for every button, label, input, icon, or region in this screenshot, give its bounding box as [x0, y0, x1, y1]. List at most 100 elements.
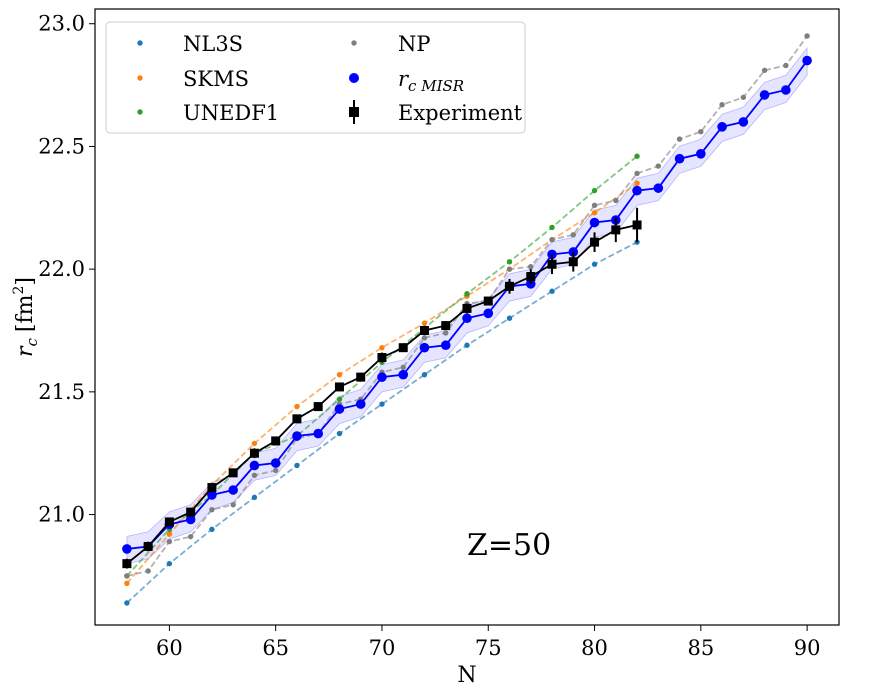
data-point-experiment — [164, 517, 174, 527]
y-tick-label: 21.5 — [38, 380, 85, 404]
data-point-unedf1 — [464, 290, 470, 297]
y-tick-label: 22.0 — [38, 257, 85, 281]
data-point-nl3s — [124, 600, 130, 606]
legend-marker-nl3s — [137, 40, 143, 46]
data-point-np — [570, 232, 576, 238]
data-point-experiment — [568, 257, 578, 267]
data-point-np — [230, 502, 236, 508]
data-point-misr — [355, 399, 366, 409]
data-point-np — [549, 236, 555, 243]
x-tick-label: 60 — [156, 636, 183, 660]
data-point-experiment — [334, 382, 344, 392]
data-point-misr — [462, 313, 472, 324]
data-point-np — [251, 472, 258, 478]
legend-marker-unedf1 — [137, 109, 143, 115]
data-point-experiment — [313, 402, 323, 412]
legend-label-experiment: Experiment — [398, 101, 523, 125]
data-point-nl3s — [166, 560, 173, 567]
data-point-nl3s — [294, 462, 300, 469]
data-point-unedf1 — [549, 224, 555, 231]
data-point-np — [145, 568, 151, 574]
legend-box — [105, 21, 526, 134]
data-point-skms — [124, 580, 130, 586]
data-point-misr — [185, 514, 196, 525]
data-point-skms — [166, 531, 173, 537]
data-point-unedf1 — [506, 259, 513, 265]
data-point-experiment — [143, 541, 153, 551]
data-point-np — [506, 266, 513, 272]
data-point-np — [528, 263, 534, 270]
data-point-misr — [781, 85, 791, 95]
data-point-experiment — [590, 237, 600, 247]
y-tick-label: 23.0 — [38, 12, 85, 36]
data-point-misr — [419, 342, 430, 353]
z-annotation: Z=50 — [467, 528, 551, 563]
legend-label-nl3s: NL3S — [183, 32, 243, 56]
legend-label-np: NP — [398, 32, 431, 56]
data-point-experiment — [547, 259, 557, 269]
data-point-nl3s — [591, 261, 598, 267]
legend-label-skms: SKMS — [183, 67, 249, 91]
data-point-np — [591, 202, 598, 209]
data-point-skms — [379, 344, 385, 351]
data-point-skms — [591, 209, 598, 216]
data-point-np — [166, 538, 173, 545]
data-point-misr — [440, 340, 451, 351]
y-axis-label: rc[fm2] — [11, 277, 41, 357]
data-point-np — [421, 335, 428, 341]
x-tick-label: 85 — [687, 636, 714, 660]
data-point-experiment — [632, 220, 642, 230]
data-point-nl3s — [379, 401, 385, 407]
tick-layer: 60 65 70 75 80 85 90 21.0 21.5 22.0 22.5 23.0 — [38, 12, 820, 660]
data-point-np — [272, 467, 279, 474]
data-point-misr — [759, 90, 770, 100]
data-point-misr — [802, 55, 812, 66]
x-tick-label: 80 — [581, 636, 608, 660]
data-point-np — [613, 197, 619, 204]
data-point-nl3s — [209, 526, 215, 532]
data-point-unedf1 — [591, 187, 598, 194]
data-point-np — [698, 129, 704, 135]
legend-marker-misr — [349, 73, 359, 83]
data-point-nl3s — [506, 315, 513, 321]
data-point-np — [187, 533, 194, 540]
y-tick-label: 21.0 — [38, 503, 85, 527]
data-point-misr — [270, 458, 281, 468]
data-point-experiment — [271, 436, 281, 446]
data-point-np — [761, 67, 768, 74]
series-line-nl3s — [126, 241, 638, 604]
x-axis-label: N — [457, 663, 476, 688]
data-point-np — [655, 163, 662, 169]
data-point-misr — [249, 460, 260, 471]
data-point-skms — [294, 403, 300, 410]
data-point-experiment — [398, 343, 408, 353]
data-point-experiment — [249, 448, 259, 458]
x-tick-label: 65 — [262, 636, 289, 660]
x-tick-label: 75 — [475, 636, 502, 660]
data-point-misr — [228, 485, 238, 495]
legend: NL3S SKMS UNEDF1 NP rc MISR Experiment — [105, 21, 526, 134]
data-point-np — [719, 102, 725, 108]
data-point-experiment — [419, 325, 429, 335]
data-point-misr — [696, 148, 706, 159]
legend-marker-np — [351, 40, 357, 46]
data-point-experiment — [292, 414, 302, 424]
data-point-misr — [674, 153, 685, 164]
data-point-misr — [398, 369, 409, 380]
data-point-misr — [313, 428, 324, 439]
data-point-misr — [377, 372, 387, 382]
x-tick-label: 90 — [794, 636, 821, 660]
data-point-nl3s — [251, 494, 258, 501]
data-point-unedf1 — [336, 396, 343, 402]
data-point-np — [804, 33, 810, 39]
data-point-misr — [292, 431, 302, 441]
data-point-nl3s — [464, 342, 470, 348]
data-point-experiment — [462, 303, 472, 313]
data-point-experiment — [483, 296, 493, 306]
data-point-experiment — [356, 372, 366, 382]
data-point-experiment — [186, 507, 196, 517]
legend-label-misr: rc MISR — [398, 67, 464, 95]
data-point-experiment — [526, 272, 536, 282]
data-point-experiment — [377, 352, 387, 362]
